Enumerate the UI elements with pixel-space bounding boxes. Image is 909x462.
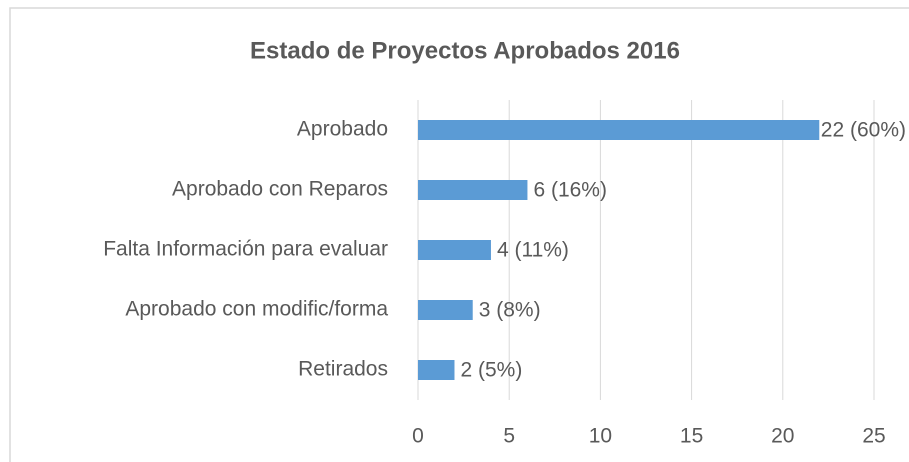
x-tick-label: 5 — [503, 425, 515, 448]
data-label: 6 (16%) — [533, 179, 607, 202]
y-tick-label: Falta Información para evaluar — [103, 238, 388, 261]
data-label: 2 (5%) — [460, 359, 522, 382]
chart-frame — [9, 7, 909, 462]
x-tick-label: 15 — [680, 425, 703, 448]
x-tick-label: 10 — [589, 425, 612, 448]
x-tick-label: 0 — [412, 425, 424, 448]
y-tick-label: Aprobado con Reparos — [172, 178, 388, 201]
bar — [418, 360, 455, 380]
chart-title: Estado de Proyectos Aprobados 2016 — [250, 37, 680, 64]
x-tick-label: 25 — [862, 425, 885, 448]
y-tick-label: Retirados — [298, 358, 388, 381]
x-tick-label: 20 — [771, 425, 794, 448]
y-tick-label: Aprobado con modific/forma — [125, 298, 388, 321]
data-label: 3 (8%) — [479, 299, 541, 322]
bar — [418, 180, 528, 200]
y-tick-label: Aprobado — [297, 118, 388, 141]
bar — [418, 300, 473, 320]
bar — [418, 240, 491, 260]
data-label: 4 (11%) — [497, 239, 569, 262]
data-label: 22 (60%) — [821, 119, 906, 142]
bar — [418, 120, 820, 140]
